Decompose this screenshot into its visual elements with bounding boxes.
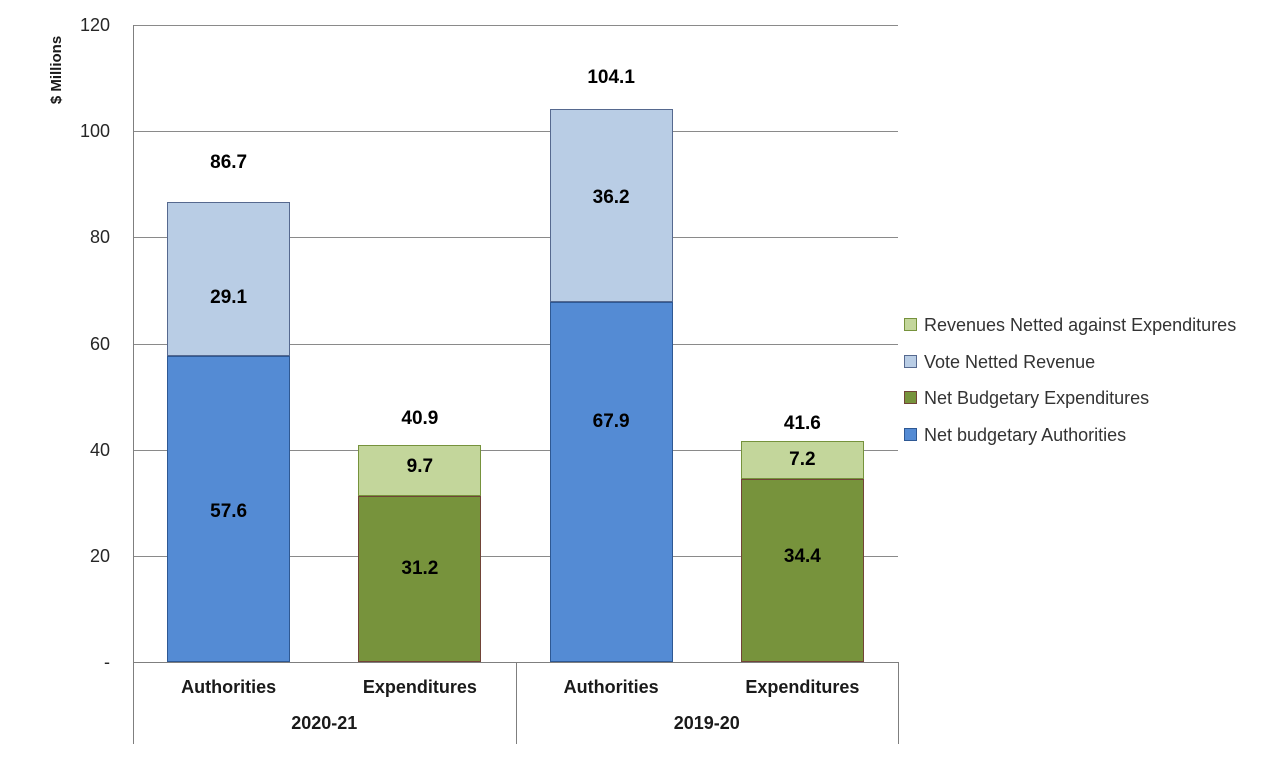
y-tick-label: 120 [79,15,110,35]
group-divider [133,662,134,744]
gridline [133,449,898,451]
y-tick-label: - [104,652,110,672]
bar-total-label: 41.6 [783,413,821,435]
bar-segment-net-budgetary-authorities [167,356,291,662]
legend-item: Vote Netted Revenue [904,351,1264,373]
legend-item: Net Budgetary Expenditures [904,387,1264,409]
y-tick-label: 100 [79,121,110,142]
y-axis-line [133,25,134,662]
gridline [133,131,898,133]
y-tick-label: 40 [89,439,110,460]
gridline [133,555,898,557]
gridline [133,237,898,239]
legend-label: Revenues Netted against Expenditures [924,315,1237,335]
bar-segment-net-budgetary-expenditures [358,496,482,662]
segment-value-label: 57.6 [210,501,248,523]
group-label: 2020-21 [291,713,358,733]
legend-swatch [904,428,917,441]
legend-swatch [904,355,917,368]
segment-value-label: 67.9 [592,410,630,432]
category-label: Expenditures [745,677,860,697]
category-label: Authorities [181,677,277,697]
category-label: Expenditures [362,677,477,697]
legend-label: Net Budgetary Expenditures [924,388,1150,408]
legend-label: Net budgetary Authorities [924,425,1127,445]
segment-value-label: 9.7 [406,455,434,477]
bar-segment-revenues-netted-against-expenditures [740,441,864,480]
segment-value-label: 36.2 [592,187,630,209]
group-label: 2019-20 [673,713,740,733]
segment-value-label: 31.2 [401,558,439,580]
legend-swatch [904,391,917,404]
bar-segment-revenues-netted-against-expenditures [358,444,482,497]
group-divider [515,662,517,744]
bar-segment-vote-netted-revenue [549,109,673,302]
bar-segment-net-budgetary-authorities [549,301,673,662]
y-tick-label: 60 [89,333,110,354]
group-divider [898,662,899,744]
bar-total-label: 40.9 [401,407,439,429]
bar-segment-vote-netted-revenue [167,201,291,357]
segment-value-label: 34.4 [783,545,821,567]
y-tick-label: 80 [89,227,110,248]
bar-total-label: 86.7 [210,151,248,173]
legend-label: Vote Netted Revenue [924,352,1096,372]
y-tick-label: 20 [89,545,110,566]
gridline [133,343,898,345]
gridline [133,25,898,26]
legend-item: Revenues Netted against Expenditures [904,314,1264,336]
legend-item: Net budgetary Authorities [904,424,1264,446]
legend-swatch [904,318,917,331]
segment-value-label: 7.2 [789,449,816,471]
category-label: Authorities [563,677,659,697]
segment-value-label: 29.1 [210,287,248,308]
bar-segment-net-budgetary-expenditures [740,479,864,662]
bar-total-label: 104.1 [587,67,635,89]
